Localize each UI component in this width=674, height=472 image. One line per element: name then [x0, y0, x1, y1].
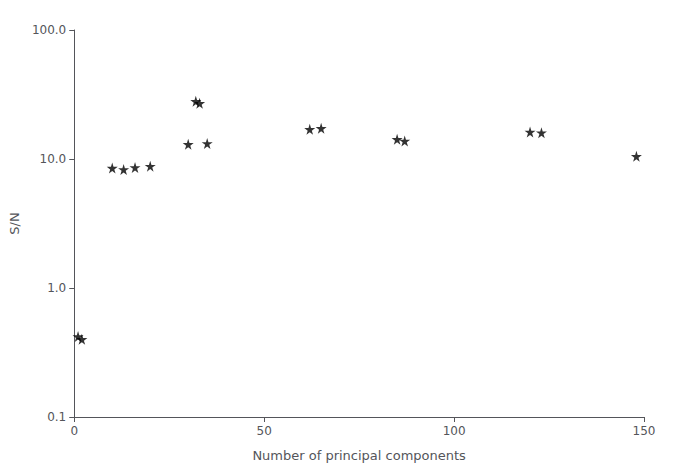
svg-text:150: 150: [633, 424, 656, 438]
svg-text:50: 50: [257, 424, 272, 438]
svg-text:Number of principal components: Number of principal components: [252, 448, 466, 463]
svg-text:0: 0: [70, 424, 78, 438]
svg-text:0.1: 0.1: [47, 410, 66, 424]
svg-text:1.0: 1.0: [47, 281, 66, 295]
svg-text:S/N: S/N: [7, 212, 22, 234]
svg-text:100: 100: [443, 424, 466, 438]
svg-text:100.0: 100.0: [32, 23, 66, 37]
svg-text:10.0: 10.0: [40, 152, 67, 166]
